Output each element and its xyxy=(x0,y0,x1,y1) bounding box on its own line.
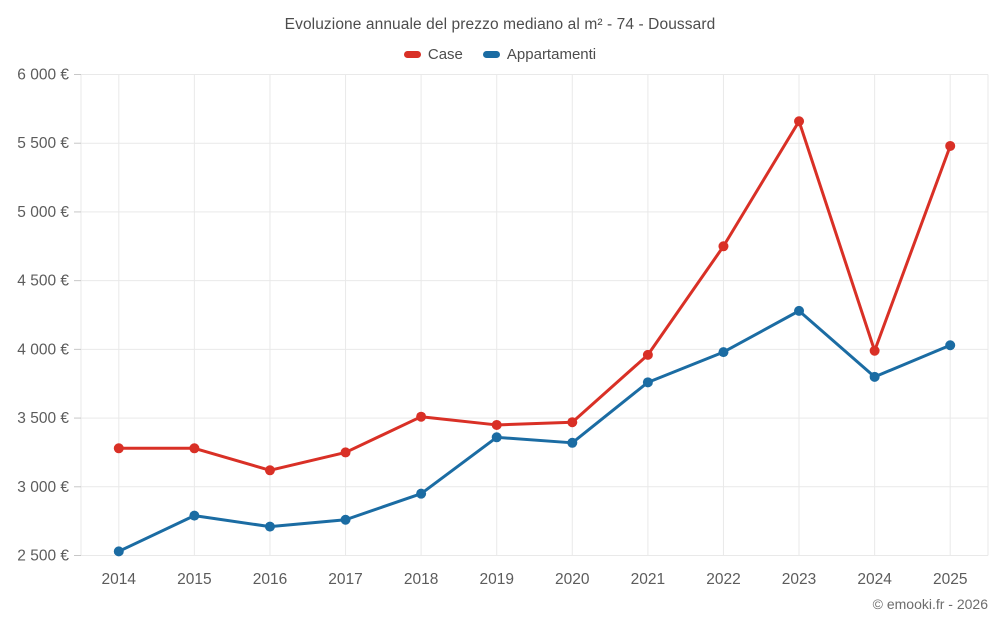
x-axis-label: 2018 xyxy=(404,571,438,588)
x-axis-label: 2020 xyxy=(555,571,590,588)
data-point-appartamenti-2024[interactable] xyxy=(869,371,880,382)
x-axis-label: 2024 xyxy=(857,571,892,588)
x-axis-label: 2015 xyxy=(177,571,211,588)
x-axis-label: 2016 xyxy=(253,571,287,588)
legend-item-case[interactable]: Case xyxy=(403,46,463,63)
y-axis-label: 4 000 € xyxy=(17,341,69,358)
legend-item-appartamenti[interactable]: Appartamenti xyxy=(482,46,597,63)
data-point-case-2022[interactable] xyxy=(718,241,729,252)
data-point-case-2016[interactable] xyxy=(264,465,275,476)
data-point-case-2017[interactable] xyxy=(340,447,351,458)
data-point-appartamenti-2014[interactable] xyxy=(113,546,124,557)
y-axis-labels: 2 500 € 3 000 € 3 500 € 4 000 € 4 500 € 5 000… xyxy=(17,67,69,565)
y-axis-label: 4 500 € xyxy=(17,273,69,290)
data-point-appartamenti-2015[interactable] xyxy=(189,510,200,521)
chart-title: Evoluzione annuale del prezzo mediano al… xyxy=(284,16,716,33)
appartamenti-series-swatch-icon xyxy=(482,51,500,58)
x-axis-label: 2022 xyxy=(706,571,740,588)
case-series-swatch-icon xyxy=(403,51,421,58)
data-point-appartamenti-2018[interactable] xyxy=(416,488,427,499)
data-point-case-2018[interactable] xyxy=(416,411,427,422)
copyright-footer: © emooki.fr - 2026 xyxy=(872,596,988,612)
series-line-appartamenti xyxy=(117,309,952,553)
x-axis-label: 2023 xyxy=(782,571,816,588)
data-point-appartamenti-2019[interactable] xyxy=(491,432,502,443)
x-axis-labels: 2014 2015 2016 2017 2018 2019 2020 2021 2022 2023… xyxy=(102,571,968,588)
x-axis-label: 2025 xyxy=(933,571,967,588)
x-axis-label: 2021 xyxy=(631,571,665,588)
y-axis-label: 3 000 € xyxy=(17,479,69,496)
data-point-case-2020[interactable] xyxy=(567,417,578,428)
y-axis-label: 2 500 € xyxy=(17,548,69,565)
legend-label-case: Case xyxy=(427,46,463,63)
data-point-appartamenti-2023[interactable] xyxy=(794,305,805,316)
y-axis-label: 5 500 € xyxy=(17,135,69,152)
data-point-case-2025[interactable] xyxy=(945,140,956,151)
series-case xyxy=(113,116,956,476)
x-axis-label: 2014 xyxy=(102,571,137,588)
data-point-appartamenti-2016[interactable] xyxy=(264,521,275,532)
x-axis-label: 2017 xyxy=(328,571,362,588)
data-point-case-2024[interactable] xyxy=(869,345,880,356)
series-line-case xyxy=(117,119,952,472)
data-point-case-2019[interactable] xyxy=(491,419,502,430)
data-point-case-2014[interactable] xyxy=(113,443,124,454)
x-axis-label: 2019 xyxy=(479,571,513,588)
legend-label-appartamenti: Appartamenti xyxy=(506,46,597,63)
data-point-appartamenti-2025[interactable] xyxy=(945,340,956,351)
data-point-appartamenti-2022[interactable] xyxy=(718,347,729,358)
gridlines xyxy=(80,74,989,556)
data-point-appartamenti-2020[interactable] xyxy=(567,437,578,448)
y-axis-label: 3 500 € xyxy=(17,410,69,427)
data-point-appartamenti-2017[interactable] xyxy=(340,514,351,525)
data-point-case-2021[interactable] xyxy=(642,349,653,360)
y-axis-label: 6 000 € xyxy=(17,67,69,84)
chart-legend: Case Appartamenti xyxy=(0,46,1000,63)
data-point-appartamenti-2021[interactable] xyxy=(642,377,653,388)
data-point-case-2023[interactable] xyxy=(794,116,805,127)
y-axis-label: 5 000 € xyxy=(17,204,69,221)
data-point-case-2015[interactable] xyxy=(189,443,200,454)
y-axis-ticks xyxy=(74,74,81,556)
series-appartamenti xyxy=(113,305,956,557)
